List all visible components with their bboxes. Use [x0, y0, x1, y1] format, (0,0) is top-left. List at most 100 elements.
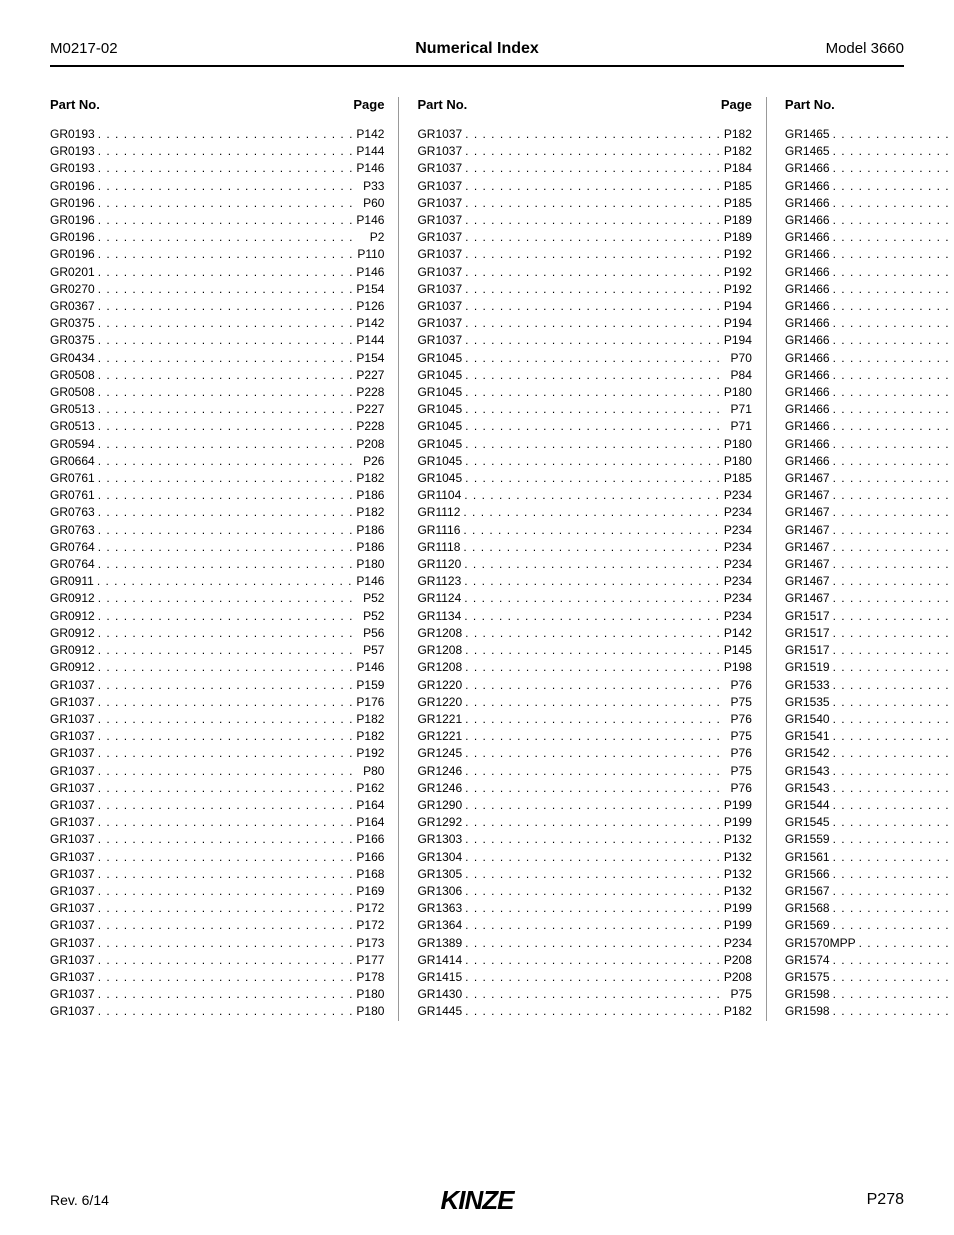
part-number: GR1598	[785, 986, 830, 1003]
index-row: GR0196 . . . . . . . . . . . . . . . . .…	[50, 195, 384, 212]
part-number: GR1045	[417, 418, 462, 435]
index-row: GR1543 . . . . . . . . . . . . . . . . .…	[785, 780, 954, 797]
part-number: GR0193	[50, 143, 95, 160]
index-row: GR1389 . . . . . . . . . . . . . . . . .…	[417, 935, 751, 952]
column-header-part: Part No.	[417, 97, 467, 112]
leader-dots: . . . . . . . . . . . . . . . . . . . . …	[465, 418, 727, 435]
part-number: GR1037	[417, 212, 462, 229]
page-ref: P76	[731, 711, 752, 728]
page-ref: P75	[731, 694, 752, 711]
page-ref: P228	[356, 384, 384, 401]
part-number: GR1544	[785, 797, 830, 814]
part-number: GR1466	[785, 212, 830, 229]
part-number: GR0912	[50, 642, 95, 659]
page-ref: P166	[356, 831, 384, 848]
part-number: GR1037	[50, 677, 95, 694]
part-number: GR1567	[785, 883, 830, 900]
part-number: GR1037	[417, 264, 462, 281]
leader-dots: . . . . . . . . . . . . . . . . . . . . …	[98, 780, 354, 797]
index-row: GR1465 . . . . . . . . . . . . . . . . .…	[785, 143, 954, 160]
page-ref: P173	[356, 935, 384, 952]
leader-dots: . . . . . . . . . . . . . . . . . . . . …	[833, 831, 954, 848]
index-row: GR0196 . . . . . . . . . . . . . . . . .…	[50, 246, 384, 263]
leader-dots: . . . . . . . . . . . . . . . . . . . . …	[465, 935, 721, 952]
page-ref: P126	[356, 298, 384, 315]
index-row: GR1466 . . . . . . . . . . . . . . . . .…	[785, 418, 954, 435]
part-number: GR1037	[50, 1003, 95, 1020]
leader-dots: . . . . . . . . . . . . . . . . . . . . …	[465, 917, 721, 934]
index-column: Part No.PageGR1465 . . . . . . . . . . .…	[785, 97, 954, 1021]
leader-dots: . . . . . . . . . . . . . . . . . . . . …	[97, 573, 354, 590]
index-row: GR1570MPP . . . . . . . . . . . . . . . …	[785, 935, 954, 952]
index-row: GR1037 . . . . . . . . . . . . . . . . .…	[50, 763, 384, 780]
index-row: GR0193 . . . . . . . . . . . . . . . . .…	[50, 143, 384, 160]
part-number: GR1123	[417, 573, 461, 590]
leader-dots: . . . . . . . . . . . . . . . . . . . . …	[98, 298, 354, 315]
part-number: GR1445	[417, 1003, 462, 1020]
index-row: GR1364 . . . . . . . . . . . . . . . . .…	[417, 917, 751, 934]
leader-dots: . . . . . . . . . . . . . . . . . . . . …	[465, 384, 721, 401]
index-row: GR1414 . . . . . . . . . . . . . . . . .…	[417, 952, 751, 969]
leader-dots: . . . . . . . . . . . . . . . . . . . . …	[465, 178, 721, 195]
index-row: GR1037 . . . . . . . . . . . . . . . . .…	[50, 694, 384, 711]
page-ref: P234	[724, 573, 752, 590]
part-number: GR1221	[417, 728, 462, 745]
footer-revision: Rev. 6/14	[50, 1192, 109, 1208]
page-ref: P145	[724, 642, 752, 659]
leader-dots: . . . . . . . . . . . . . . . . . . . . …	[98, 160, 354, 177]
leader-dots: . . . . . . . . . . . . . . . . . . . . …	[465, 797, 721, 814]
leader-dots: . . . . . . . . . . . . . . . . . . . . …	[465, 969, 721, 986]
part-number: GR1466	[785, 178, 830, 195]
part-number: GR1120	[417, 556, 461, 573]
leader-dots: . . . . . . . . . . . . . . . . . . . . …	[465, 763, 727, 780]
page-ref: P154	[356, 350, 384, 367]
part-number: GR1134	[417, 608, 461, 625]
page-ref: P186	[356, 539, 384, 556]
index-row: GR1466 . . . . . . . . . . . . . . . . .…	[785, 178, 954, 195]
leader-dots: . . . . . . . . . . . . . . . . . . . . …	[833, 418, 954, 435]
page-ref: P84	[731, 367, 752, 384]
index-row: GR1466 . . . . . . . . . . . . . . . . .…	[785, 453, 954, 470]
index-row: GR1466 . . . . . . . . . . . . . . . . .…	[785, 264, 954, 281]
part-number: GR1540	[785, 711, 830, 728]
page-ref: P33	[363, 178, 384, 195]
index-row: GR1037 . . . . . . . . . . . . . . . . .…	[417, 229, 751, 246]
page-ref: P57	[363, 642, 384, 659]
part-number: GR0761	[50, 470, 95, 487]
leader-dots: . . . . . . . . . . . . . . . . . . . . …	[465, 677, 727, 694]
index-row: GR1037 . . . . . . . . . . . . . . . . .…	[417, 281, 751, 298]
part-number: GR1292	[417, 814, 462, 831]
part-number: GR1037	[50, 763, 95, 780]
leader-dots: . . . . . . . . . . . . . . . . . . . . …	[833, 126, 954, 143]
index-row: GR1037 . . . . . . . . . . . . . . . . .…	[50, 711, 384, 728]
part-number: GR1466	[785, 401, 830, 418]
page-ref: P75	[731, 986, 752, 1003]
index-row: GR0196 . . . . . . . . . . . . . . . . .…	[50, 212, 384, 229]
index-row: GR1598 . . . . . . . . . . . . . . . . .…	[785, 986, 954, 1003]
part-number: GR1037	[417, 126, 462, 143]
index-row: GR1037 . . . . . . . . . . . . . . . . .…	[50, 1003, 384, 1020]
leader-dots: . . . . . . . . . . . . . . . . . . . . …	[465, 849, 721, 866]
part-number: GR1037	[50, 694, 95, 711]
index-row: GR1037 . . . . . . . . . . . . . . . . .…	[417, 195, 751, 212]
page-ref: P132	[724, 883, 752, 900]
part-number: GR1116	[417, 522, 460, 539]
index-row: GR1221 . . . . . . . . . . . . . . . . .…	[417, 711, 751, 728]
part-number: GR1037	[50, 883, 95, 900]
part-number: GR1430	[417, 986, 462, 1003]
column-header-part: Part No.	[785, 97, 835, 112]
index-row: GR0763 . . . . . . . . . . . . . . . . .…	[50, 522, 384, 539]
page-ref: P199	[724, 814, 752, 831]
part-number: GR1037	[50, 780, 95, 797]
index-row: GR1037 . . . . . . . . . . . . . . . . .…	[50, 728, 384, 745]
part-number: GR1037	[417, 229, 462, 246]
leader-dots: . . . . . . . . . . . . . . . . . . . . …	[465, 264, 721, 281]
index-row: GR1037 . . . . . . . . . . . . . . . . .…	[50, 986, 384, 1003]
index-row: GR0912 . . . . . . . . . . . . . . . . .…	[50, 659, 384, 676]
part-number: GR1037	[417, 298, 462, 315]
part-number: GR1466	[785, 281, 830, 298]
leader-dots: . . . . . . . . . . . . . . . . . . . . …	[98, 384, 354, 401]
leader-dots: . . . . . . . . . . . . . . . . . . . . …	[98, 849, 354, 866]
part-number: GR1045	[417, 350, 462, 367]
page-ref: P182	[356, 728, 384, 745]
